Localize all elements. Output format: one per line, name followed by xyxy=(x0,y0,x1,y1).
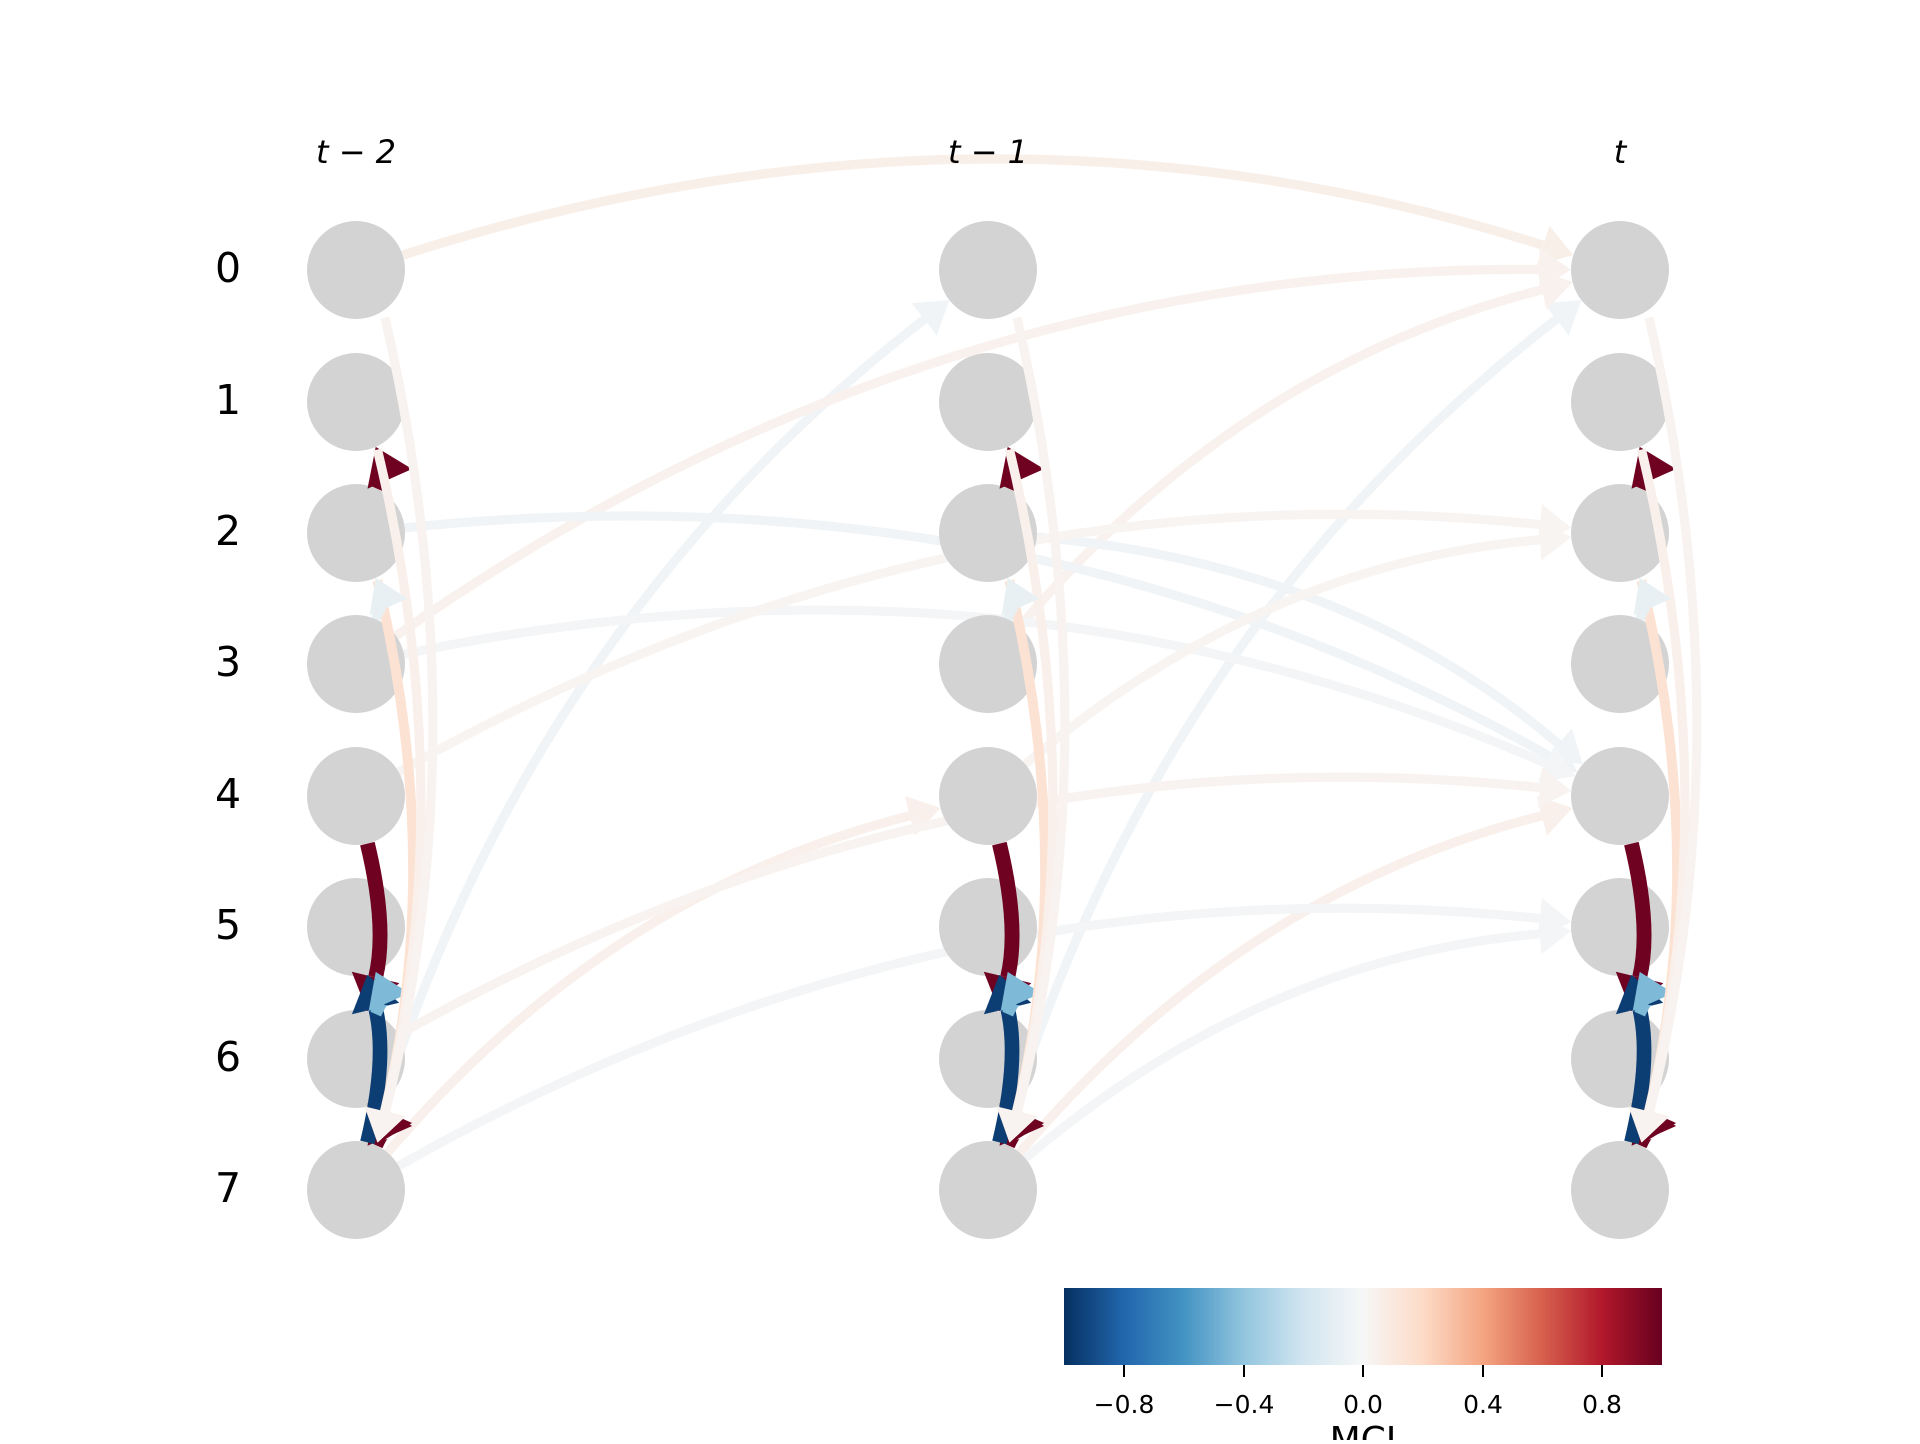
edge-arrowhead xyxy=(997,1106,1038,1143)
colorbar-gradient-bar xyxy=(1064,1288,1662,1365)
colorbar-ticks: −0.8 −0.4 0.0 0.4 0.8 xyxy=(1094,1365,1622,1419)
edge-line xyxy=(1644,316,1702,1114)
variable-node xyxy=(1571,747,1669,845)
variable-node xyxy=(307,747,405,845)
column-title-t-minus-2: t − 2 xyxy=(316,133,396,171)
edge-line xyxy=(1016,811,1544,1156)
edge-arrowhead xyxy=(1536,269,1573,310)
variable-node xyxy=(307,484,405,582)
edge-line xyxy=(1012,316,1070,1114)
colorbar: −0.8 −0.4 0.0 0.4 0.8 MCI xyxy=(1064,1288,1662,1444)
variable-node xyxy=(1571,1141,1669,1239)
variable-node xyxy=(1571,353,1669,451)
edge-arrowhead xyxy=(1538,913,1572,955)
contemporaneous-link xyxy=(1000,971,1042,1017)
row-label-6: 6 xyxy=(215,1033,241,1081)
contemporaneous-link xyxy=(365,316,438,1143)
colorbar-tick-label: −0.8 xyxy=(1094,1390,1155,1419)
edge-arrowhead xyxy=(1536,795,1573,836)
edge-arrowhead xyxy=(1537,767,1572,808)
variable-node xyxy=(1571,484,1669,582)
edge-arrowhead xyxy=(369,577,408,616)
edge-line xyxy=(1022,929,1541,1162)
colorbar-tick-label: −0.4 xyxy=(1214,1390,1275,1419)
edge-arrowhead xyxy=(1000,971,1042,1011)
variable-node xyxy=(1571,878,1669,976)
colorbar-label: MCI xyxy=(1330,1420,1397,1440)
edge-line xyxy=(360,841,388,980)
variable-node xyxy=(939,221,1037,319)
colorbar-tick-label: 0.8 xyxy=(1582,1390,1622,1419)
variable-node xyxy=(939,747,1037,845)
colorbar-tick-label: 0.4 xyxy=(1463,1390,1503,1419)
edge-arrowhead xyxy=(1629,1106,1670,1143)
edge-line xyxy=(1022,535,1541,768)
variable-node xyxy=(307,878,405,976)
contemporaneous-link xyxy=(997,316,1070,1143)
edge-arrowhead xyxy=(1001,577,1040,616)
contemporaneous-link xyxy=(368,971,410,1017)
variable-node xyxy=(307,615,405,713)
variable-node xyxy=(307,1141,405,1239)
variable-node xyxy=(939,878,1037,976)
edge-line xyxy=(384,811,912,1156)
edge-line xyxy=(401,154,1545,260)
edges-layer xyxy=(365,154,1583,1170)
edge-line xyxy=(380,316,438,1114)
edge-line xyxy=(393,264,1540,640)
variable-node xyxy=(939,1141,1037,1239)
contemporaneous-link xyxy=(1632,971,1674,1017)
row-label-3: 3 xyxy=(215,638,241,686)
variable-node xyxy=(1571,221,1669,319)
variable-node xyxy=(307,221,405,319)
edge-line xyxy=(992,841,1020,980)
lagged-link xyxy=(1022,913,1572,1162)
row-label-5: 5 xyxy=(215,901,241,949)
edge-line xyxy=(1624,841,1652,980)
edge-arrowhead xyxy=(911,300,950,336)
colorbar-tick-label: 0.0 xyxy=(1343,1390,1383,1419)
edge-arrowhead xyxy=(1543,300,1582,336)
edge-arrowhead xyxy=(368,971,410,1011)
row-label-7: 7 xyxy=(215,1164,241,1212)
lagged-link xyxy=(1022,519,1572,768)
column-titles: t − 2 t − 1 t xyxy=(316,133,1628,171)
edge-line xyxy=(1016,285,1544,630)
edge-line xyxy=(365,315,928,1145)
lagged-link xyxy=(365,300,950,1145)
edge-arrowhead xyxy=(365,1106,406,1143)
variable-node xyxy=(939,353,1037,451)
contemporaneous-link xyxy=(1001,577,1040,622)
variable-node xyxy=(939,615,1037,713)
contemporaneous-link xyxy=(1633,577,1672,622)
row-labels: 0 1 2 3 4 5 6 7 xyxy=(215,244,241,1212)
variable-node xyxy=(307,353,405,451)
edge-arrowhead xyxy=(1633,577,1672,616)
row-label-2: 2 xyxy=(215,507,241,555)
edge-arrowhead xyxy=(1632,971,1674,1011)
row-label-1: 1 xyxy=(215,376,241,424)
edge-line xyxy=(997,315,1560,1145)
lagged-link xyxy=(1016,269,1573,630)
column-title-t-minus-1: t − 1 xyxy=(948,133,1028,171)
edge-line xyxy=(1036,532,1562,748)
lagged-link xyxy=(1016,795,1573,1156)
edge-arrowhead xyxy=(1538,519,1572,561)
lagged-link xyxy=(997,300,1582,1145)
variable-node xyxy=(1571,615,1669,713)
contemporaneous-link xyxy=(1629,316,1702,1143)
row-label-0: 0 xyxy=(215,244,241,292)
contemporaneous-link xyxy=(369,577,408,622)
row-label-4: 4 xyxy=(215,770,241,818)
column-title-t: t xyxy=(1614,133,1628,171)
variable-node xyxy=(939,484,1037,582)
